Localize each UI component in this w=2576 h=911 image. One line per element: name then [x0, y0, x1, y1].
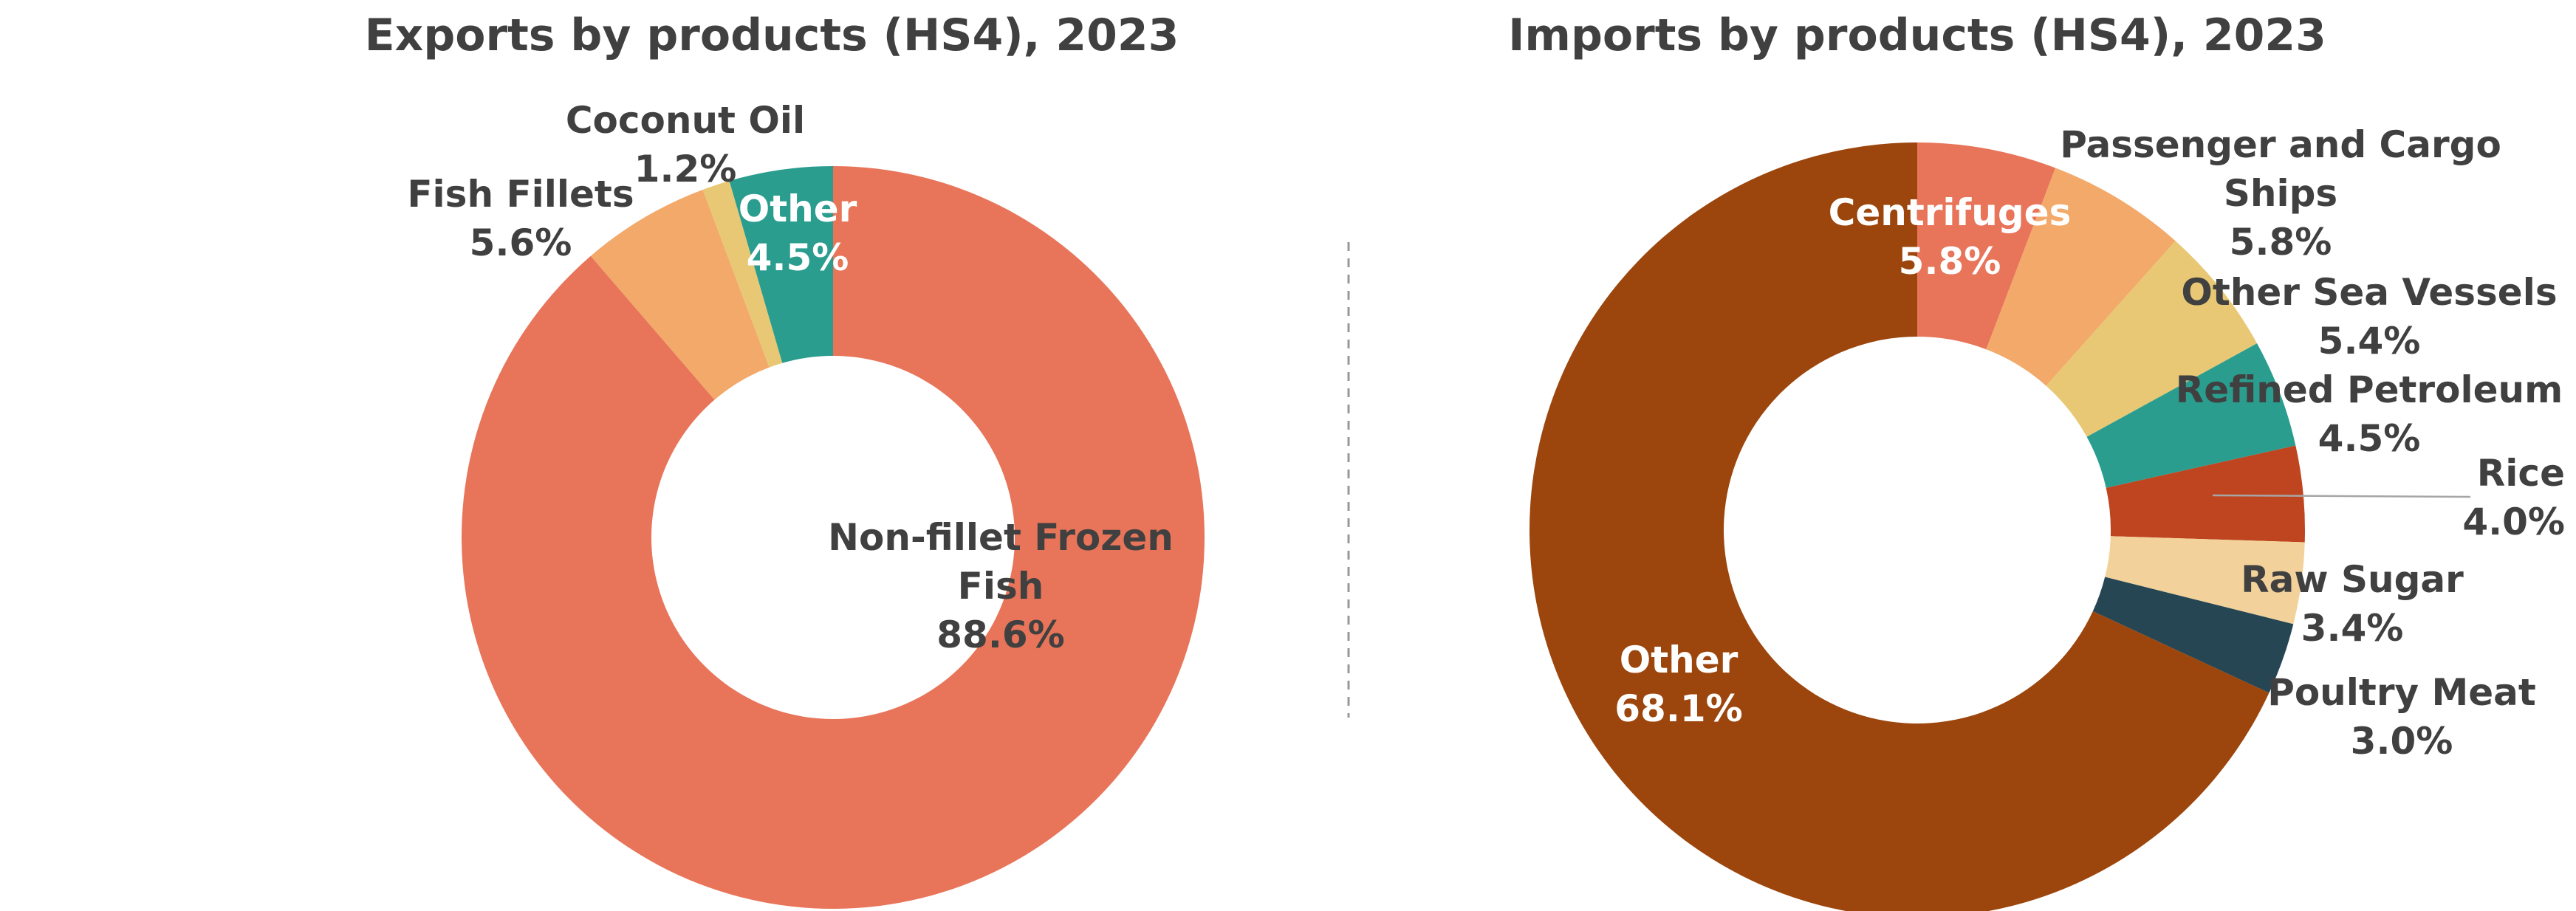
imports-label-passenger-and-cargo-ships: Passenger and Cargo Ships 5.8%	[2060, 123, 2501, 264]
exports-slice-other	[729, 166, 833, 363]
exports-donut	[461, 166, 1205, 909]
exports-slice-fish-fillets	[590, 189, 770, 400]
imports-slice-refined-petroleum	[2086, 343, 2296, 488]
imports-label-refined-petroleum: Refined Petroleum 4.5%	[2176, 368, 2563, 460]
exports-label-fish-fillets: Fish Fillets 5.6%	[407, 173, 634, 264]
imports-slice-rice	[2106, 445, 2305, 543]
exports-slice-coconut-oil	[702, 181, 783, 368]
exports-labels: Non-fillet Frozen Fish 88.6% Fish Fillets 5.…	[407, 99, 1173, 656]
imports-slice-other	[1530, 142, 2270, 911]
imports-slice-centrifuges	[1917, 142, 2056, 350]
imports-label-poultry-meat: Poultry Meat 3.0%	[2267, 671, 2536, 763]
exports-label-non-fillet-frozen-fish: Non-fillet Frozen Fish 88.6%	[828, 516, 1174, 656]
exports-chart-title: Exports by products (HS4), 2023	[365, 10, 1179, 61]
imports-label-rice: Rice 4.0%	[2462, 452, 2565, 543]
imports-labels: Centrifuges 5.8%Passenger and Cargo Ships 5…	[1614, 123, 2565, 763]
exports-slice-non-fillet-frozen-fish	[461, 166, 1205, 909]
imports-slice-raw-sugar	[2105, 536, 2305, 625]
exports-label-other: Other 4.5%	[739, 188, 857, 279]
exports-label-coconut-oil: Coconut Oil 1.2%	[566, 99, 805, 190]
imports-donut	[1530, 142, 2305, 911]
imports-label-other-sea-vessels: Other Sea Vessels 5.4%	[2181, 271, 2557, 362]
imports-chart-title: Imports by products (HS4), 2023	[1508, 10, 2326, 61]
imports-slice-poultry-meat	[2092, 577, 2294, 693]
imports-label-other: Other 68.1%	[1614, 639, 1742, 730]
imports-label-raw-sugar: Raw Sugar 3.4%	[2241, 558, 2464, 650]
rice-leader-line	[2212, 494, 2471, 498]
imports-slice-other-sea-vessels	[2046, 241, 2258, 437]
imports-slice-passenger-and-cargo-ships	[1986, 168, 2176, 386]
imports-label-centrifuges: Centrifuges 5.8%	[1829, 191, 2072, 283]
